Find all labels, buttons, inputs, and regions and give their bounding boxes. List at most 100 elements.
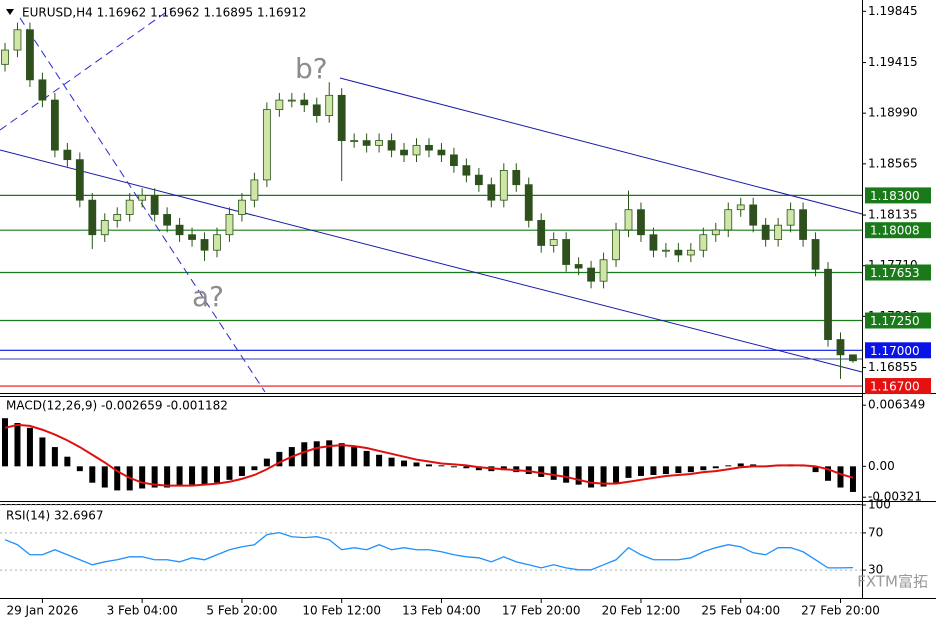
histogram-bar — [625, 466, 632, 478]
candle-body — [225, 214, 234, 236]
histogram-bar — [725, 465, 732, 467]
candle-body — [662, 249, 670, 252]
candle-body — [350, 140, 359, 142]
candle-body — [325, 94, 334, 116]
y-tick-label: 0.00 — [868, 459, 895, 473]
candle-body — [562, 239, 571, 265]
y-tick-label: 1.19415 — [868, 55, 918, 69]
candle-body — [599, 259, 608, 282]
histogram-bar — [637, 466, 644, 476]
candle-body — [287, 99, 296, 102]
histogram-bar — [89, 466, 96, 483]
chart-title: EURUSD,H4 1.16962 1.16962 1.16895 1.1691… — [22, 6, 307, 20]
x-tick-label: 17 Feb 20:00 — [502, 604, 581, 618]
y-tick-label: 1.19845 — [868, 4, 918, 18]
candle-body — [175, 224, 184, 236]
histogram-bar — [388, 457, 395, 467]
y-tick-label: 1.18565 — [868, 156, 918, 170]
y-tick-label: 1.16855 — [868, 360, 918, 374]
candle-body — [200, 239, 209, 251]
candle-body — [75, 159, 84, 201]
candle-body — [1, 49, 9, 65]
candle-body — [26, 29, 34, 81]
candle-body — [824, 268, 832, 340]
y-tick-label: 1.18135 — [868, 208, 918, 222]
menu-icon[interactable] — [6, 9, 14, 15]
histogram-bar — [51, 447, 58, 467]
histogram-bar — [301, 442, 308, 467]
y-tick-label: 1.18990 — [868, 106, 918, 120]
histogram-bar — [189, 466, 196, 485]
candle-body — [724, 209, 733, 231]
candle-body — [88, 199, 97, 236]
candle-body — [499, 169, 508, 201]
candle-body — [699, 234, 708, 251]
histogram-bar — [538, 466, 545, 477]
candle-body — [412, 144, 421, 156]
histogram-bar — [14, 423, 21, 467]
histogram-bar — [251, 466, 258, 471]
histogram-bar — [401, 460, 408, 467]
candle-body — [649, 234, 658, 251]
candle-body — [337, 94, 346, 141]
candle-body — [799, 209, 807, 240]
histogram-bar — [450, 466, 457, 468]
candle-body — [38, 79, 47, 101]
histogram-bar — [276, 451, 283, 467]
candle-body — [450, 154, 458, 167]
histogram-bar — [575, 466, 582, 485]
histogram-bar — [326, 440, 333, 467]
candle-body — [624, 209, 633, 231]
histogram-bar — [64, 456, 71, 467]
candle-body — [487, 184, 496, 201]
candle-body — [537, 220, 546, 246]
level-label-box — [865, 187, 931, 204]
x-tick-label: 3 Feb 04:00 — [107, 604, 178, 618]
candle-body — [275, 99, 284, 111]
candle-body — [188, 234, 196, 240]
candle-body — [312, 104, 321, 116]
indicator-title: RSI(14) 32.6967 — [6, 509, 104, 523]
candle-body — [637, 209, 645, 236]
candle-body — [50, 99, 59, 151]
histogram-bar — [26, 427, 33, 467]
candle-body — [674, 249, 683, 256]
histogram-bar — [413, 462, 420, 467]
histogram-bar — [213, 466, 220, 483]
histogram-bar — [139, 466, 146, 489]
histogram-bar — [338, 443, 345, 467]
histogram-bar — [363, 450, 370, 467]
histogram-bar — [76, 466, 83, 472]
y-tick-label: 30 — [868, 563, 883, 577]
candle-body — [213, 234, 221, 251]
candle-body — [749, 204, 758, 226]
candle-body — [711, 229, 720, 236]
candle-body — [786, 209, 795, 226]
level-label-box — [865, 378, 931, 395]
candle-body — [736, 204, 745, 211]
annotation: b? — [295, 52, 328, 85]
candle-body — [400, 149, 408, 156]
histogram-bar — [812, 466, 819, 473]
x-tick-label: 20 Feb 12:00 — [602, 604, 681, 618]
histogram-bar — [238, 466, 245, 476]
candle-body — [549, 239, 558, 246]
series-line — [4, 423, 854, 487]
level-label: 1.17000 — [870, 344, 920, 358]
candle-body — [524, 184, 533, 221]
candle-body — [587, 267, 595, 282]
x-tick-label: 27 Feb 20:00 — [801, 604, 880, 618]
histogram-bar — [114, 466, 121, 491]
level-label-box — [865, 264, 931, 281]
histogram-bar — [425, 464, 432, 467]
watermark: FXTM富拓 — [857, 573, 928, 591]
x-tick-label: 25 Feb 04:00 — [701, 604, 780, 618]
candle-body — [425, 144, 433, 151]
histogram-bar — [600, 466, 607, 487]
candle-body — [300, 99, 309, 106]
histogram-bar — [675, 466, 682, 474]
histogram-bar — [463, 466, 470, 469]
candle-body — [150, 195, 159, 215]
histogram-bar — [226, 466, 233, 480]
